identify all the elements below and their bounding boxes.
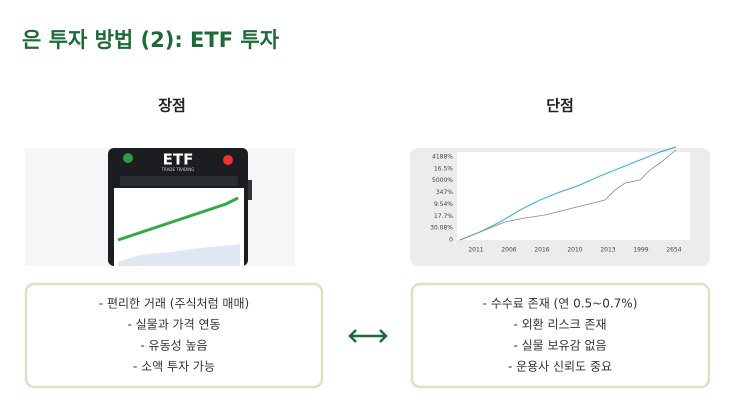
phone-tagline: TRADE TRADING bbox=[161, 167, 195, 172]
image-x-label: 2013 bbox=[600, 247, 615, 254]
image-y-label: 16.5% bbox=[434, 165, 453, 172]
arrow bbox=[348, 329, 388, 343]
image-x-label: 2006 bbox=[501, 247, 516, 254]
image-y-label: 17.7% bbox=[434, 213, 453, 220]
image-x-label: 2011 bbox=[468, 247, 483, 254]
cons-item: - 외환 리스크 존재 bbox=[513, 318, 606, 332]
cons-item: - 운용사 신뢰도 중요 bbox=[508, 360, 612, 374]
pros-item: - 실물과 가격 연동 bbox=[127, 318, 220, 332]
phone-chart bbox=[117, 196, 239, 242]
icon bbox=[123, 153, 133, 163]
title: 은 투자 방법 (2): ETF 투자 bbox=[22, 28, 280, 52]
pros-box bbox=[24, 282, 324, 389]
cons-item: - 실물 보유감 없음 bbox=[513, 339, 606, 353]
cons-box bbox=[410, 282, 711, 389]
chart-image: 4188% 16.5% 5000% 347% 9.54% 17.7% 30.08% 0 2011… bbox=[410, 146, 710, 266]
image-x-label: 2654 bbox=[666, 247, 681, 254]
cons-item: - 수수료 존재 (연 0.5~0.7%) bbox=[483, 297, 638, 311]
phone-button bbox=[248, 180, 252, 200]
phone-logo: ETF bbox=[163, 151, 194, 169]
image-y-label: 0 bbox=[449, 237, 453, 244]
image-x-label: 2010 bbox=[567, 247, 582, 254]
phone-image: ETF TRADE TRADING bbox=[25, 148, 295, 266]
flag bbox=[223, 155, 233, 165]
image-y-label: 347% bbox=[436, 189, 453, 196]
pros-item: - 편리한 거래 (주식처럼 매매) bbox=[99, 297, 249, 311]
image-y-label: 5000% bbox=[432, 177, 453, 184]
line-a bbox=[459, 146, 677, 241]
image-y-label: 9.54% bbox=[434, 201, 453, 208]
pros-item: - 소액 투자 가능 bbox=[133, 360, 215, 374]
phone-area bbox=[118, 244, 240, 266]
image-y-label: 30.08% bbox=[430, 225, 453, 232]
pros-heading: 장점 bbox=[158, 97, 186, 115]
line-b bbox=[459, 149, 677, 241]
image-y-label: 4188% bbox=[432, 154, 453, 161]
pros-item: - 유동성 높음 bbox=[140, 339, 207, 353]
phone-tabs bbox=[120, 176, 238, 186]
image-x-label: 1999 bbox=[633, 247, 648, 254]
cons-heading: 단점 bbox=[546, 97, 574, 115]
image-x-label: 2016 bbox=[534, 247, 549, 254]
